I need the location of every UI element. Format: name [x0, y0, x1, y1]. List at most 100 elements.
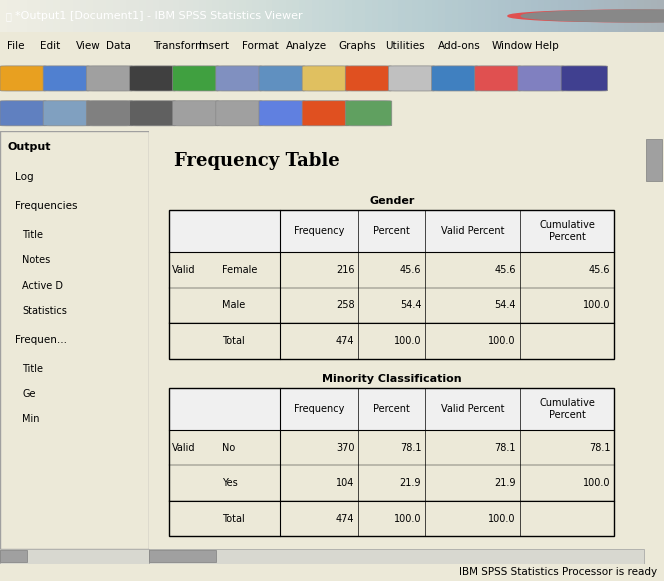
- Text: Valid: Valid: [172, 265, 195, 275]
- Text: IBM SPSS Statistics Processor is ready: IBM SPSS Statistics Processor is ready: [459, 567, 657, 578]
- FancyBboxPatch shape: [43, 66, 90, 91]
- FancyBboxPatch shape: [475, 66, 521, 91]
- FancyBboxPatch shape: [173, 66, 219, 91]
- Text: No: No: [222, 443, 235, 453]
- Text: Active D: Active D: [23, 281, 63, 290]
- Text: Ge: Ge: [23, 389, 36, 399]
- FancyBboxPatch shape: [388, 66, 435, 91]
- Text: Valid: Valid: [172, 443, 195, 453]
- Bar: [169, 210, 614, 358]
- Text: Analyze: Analyze: [286, 41, 327, 52]
- Circle shape: [533, 10, 664, 21]
- FancyBboxPatch shape: [173, 101, 219, 126]
- Text: 45.6: 45.6: [494, 265, 516, 275]
- Text: 100.0: 100.0: [394, 336, 421, 346]
- FancyBboxPatch shape: [345, 101, 392, 126]
- Text: Window: Window: [491, 41, 533, 52]
- Text: Percent: Percent: [373, 226, 410, 236]
- Text: Frequency Table: Frequency Table: [174, 152, 340, 170]
- Text: Help: Help: [535, 41, 558, 52]
- FancyBboxPatch shape: [561, 66, 608, 91]
- Text: 🗔: 🗔: [5, 11, 11, 21]
- FancyBboxPatch shape: [432, 66, 478, 91]
- Bar: [646, 139, 662, 181]
- Text: Frequen...: Frequen...: [15, 335, 67, 345]
- FancyBboxPatch shape: [129, 101, 176, 126]
- Bar: [169, 388, 614, 430]
- Text: Insert: Insert: [199, 41, 229, 52]
- Text: 45.6: 45.6: [589, 265, 610, 275]
- FancyBboxPatch shape: [259, 101, 305, 126]
- Text: Yes: Yes: [222, 478, 238, 488]
- Text: 21.9: 21.9: [494, 478, 516, 488]
- Text: 100.0: 100.0: [394, 514, 421, 523]
- Text: 216: 216: [336, 265, 355, 275]
- Text: Total: Total: [222, 336, 244, 346]
- Bar: [0, 549, 149, 564]
- Circle shape: [521, 10, 664, 21]
- Text: Frequencies: Frequencies: [15, 201, 78, 211]
- Text: 474: 474: [336, 514, 355, 523]
- Text: Frequency: Frequency: [294, 226, 345, 236]
- Text: 100.0: 100.0: [488, 336, 516, 346]
- Text: 45.6: 45.6: [400, 265, 421, 275]
- Text: 100.0: 100.0: [583, 300, 610, 310]
- FancyBboxPatch shape: [0, 66, 46, 91]
- Text: Title: Title: [23, 364, 43, 374]
- Text: Total: Total: [222, 514, 244, 523]
- Text: Frequency: Frequency: [294, 404, 345, 414]
- Text: Log: Log: [15, 172, 34, 182]
- Text: 78.1: 78.1: [400, 443, 421, 453]
- FancyBboxPatch shape: [216, 66, 262, 91]
- Text: Cumulative
Percent: Cumulative Percent: [539, 220, 595, 242]
- FancyBboxPatch shape: [43, 101, 90, 126]
- FancyBboxPatch shape: [129, 66, 176, 91]
- Text: 78.1: 78.1: [494, 443, 516, 453]
- Text: Valid Percent: Valid Percent: [441, 226, 504, 236]
- Text: Min: Min: [23, 414, 40, 424]
- Text: Data: Data: [106, 41, 131, 52]
- Text: Output: Output: [7, 142, 51, 152]
- Text: 100.0: 100.0: [488, 514, 516, 523]
- Text: 474: 474: [336, 336, 355, 346]
- Text: Cumulative
Percent: Cumulative Percent: [539, 398, 595, 419]
- Text: *Output1 [Document1] - IBM SPSS Statistics Viewer: *Output1 [Document1] - IBM SPSS Statisti…: [15, 11, 302, 21]
- FancyBboxPatch shape: [518, 66, 564, 91]
- FancyBboxPatch shape: [259, 66, 305, 91]
- Text: Notes: Notes: [23, 256, 50, 266]
- Bar: [169, 210, 614, 252]
- Text: Title: Title: [23, 230, 43, 241]
- Bar: [0, 551, 27, 562]
- Circle shape: [508, 10, 664, 21]
- Text: Female: Female: [222, 265, 257, 275]
- Text: View: View: [76, 41, 101, 52]
- Text: Male: Male: [222, 300, 245, 310]
- Text: Valid Percent: Valid Percent: [441, 404, 504, 414]
- Bar: [149, 549, 644, 564]
- FancyBboxPatch shape: [302, 101, 349, 126]
- Text: Edit: Edit: [40, 41, 60, 52]
- Text: 100.0: 100.0: [583, 478, 610, 488]
- Text: 370: 370: [336, 443, 355, 453]
- Text: File: File: [7, 41, 24, 52]
- Text: Gender: Gender: [369, 196, 414, 206]
- Text: Minority Classification: Minority Classification: [322, 374, 461, 384]
- Text: Graphs: Graphs: [339, 41, 376, 52]
- Text: 78.1: 78.1: [589, 443, 610, 453]
- Text: Statistics: Statistics: [23, 306, 67, 315]
- Text: 258: 258: [336, 300, 355, 310]
- FancyBboxPatch shape: [216, 101, 262, 126]
- Bar: [149, 551, 216, 562]
- Text: 21.9: 21.9: [400, 478, 421, 488]
- FancyBboxPatch shape: [302, 66, 349, 91]
- Text: Percent: Percent: [373, 404, 410, 414]
- Text: 104: 104: [336, 478, 355, 488]
- FancyBboxPatch shape: [86, 101, 133, 126]
- Text: 54.4: 54.4: [400, 300, 421, 310]
- Text: 54.4: 54.4: [494, 300, 516, 310]
- Bar: [169, 388, 614, 536]
- Text: Utilities: Utilities: [385, 41, 425, 52]
- Text: Format: Format: [242, 41, 279, 52]
- Text: Add-ons: Add-ons: [438, 41, 481, 52]
- Text: Transform: Transform: [153, 41, 205, 52]
